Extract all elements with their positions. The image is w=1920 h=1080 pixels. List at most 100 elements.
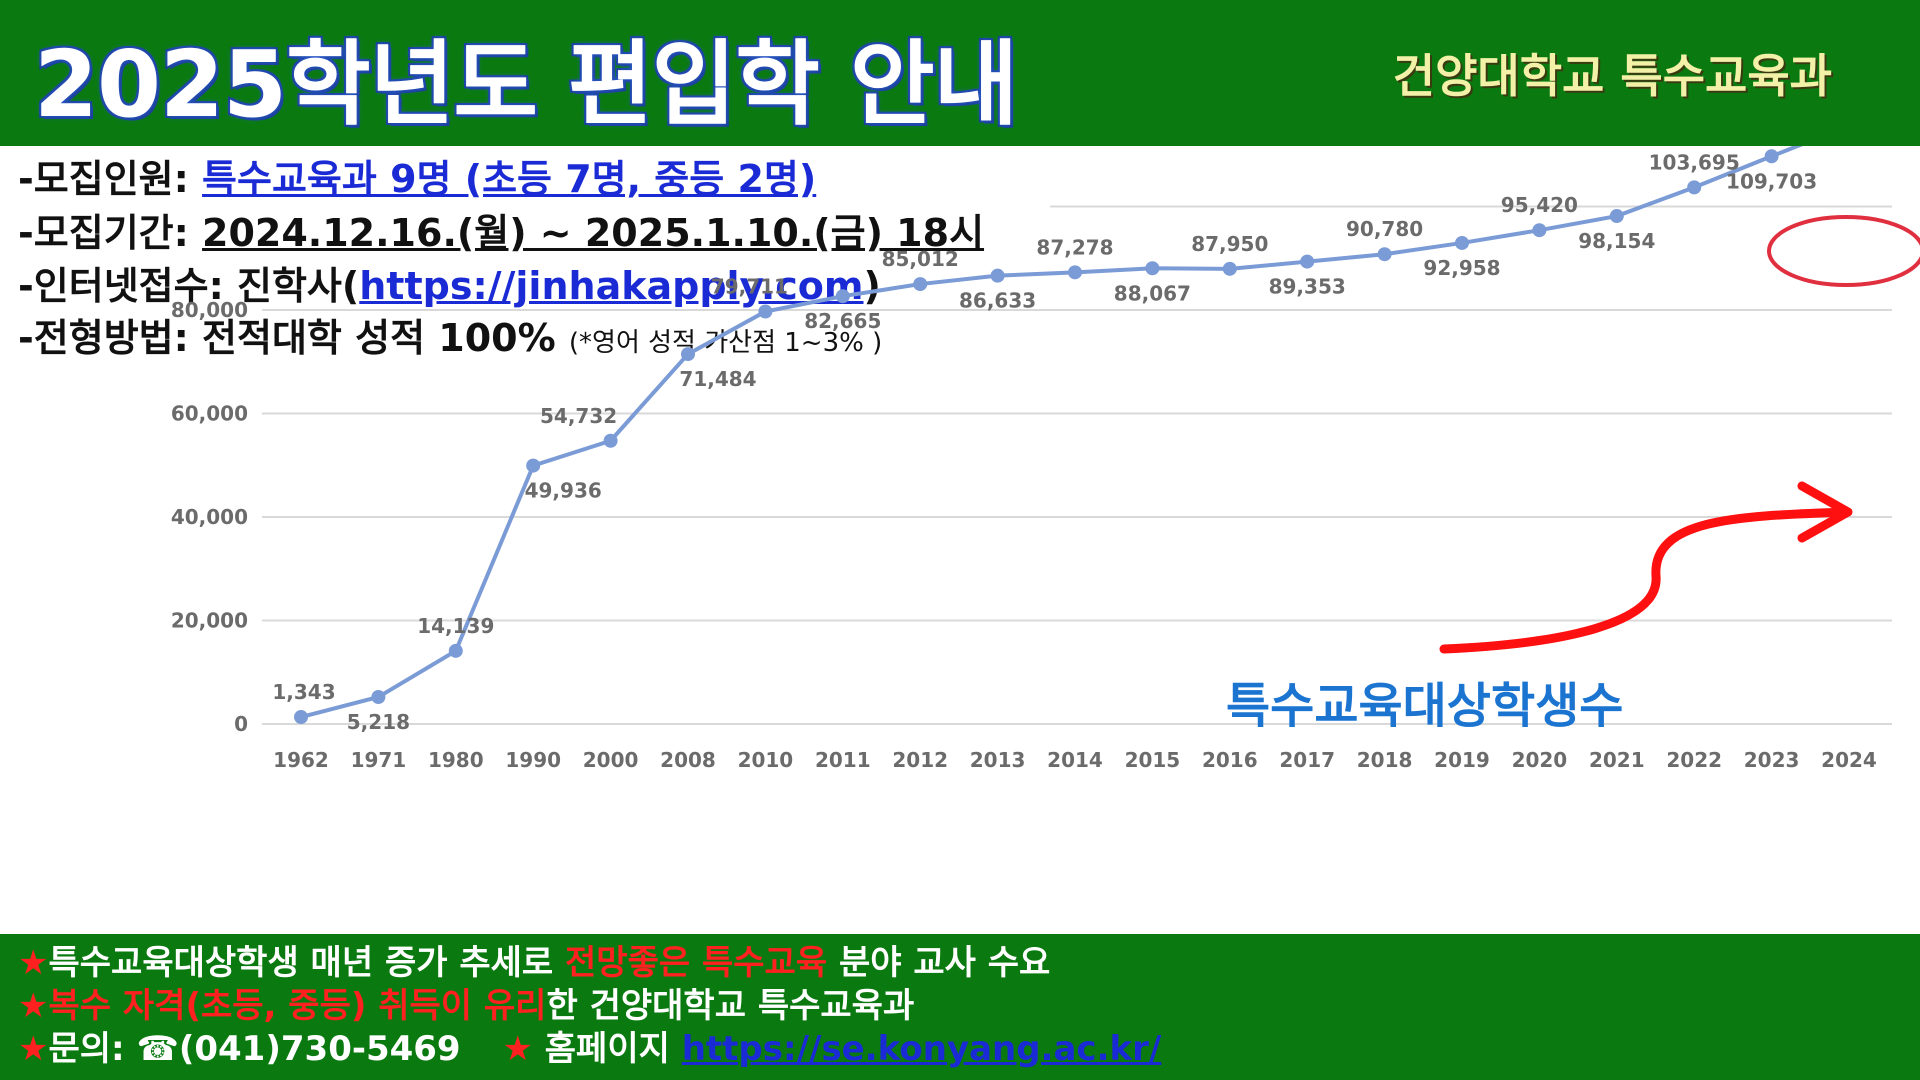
data-label: 98,154	[1578, 229, 1655, 253]
period-info: -모집기간: 2024.12.16.(월) ~ 2025.1.10.(금) 18…	[18, 214, 984, 252]
y-tick-label: 40,000	[171, 505, 248, 529]
internet-info: -인터넷접수: 진학사(https://jinhakapply.com)	[18, 267, 881, 305]
internet-label: -인터넷접수: 진학사(	[18, 264, 360, 308]
star-icon: ★	[18, 943, 49, 983]
homepage-label: 홈페이지	[532, 1029, 682, 1069]
data-label: 88,067	[1114, 281, 1191, 305]
method-info: -전형방법: 전적대학 성적 100% (*영어 성적 가산점 1~3% )	[18, 319, 882, 357]
recruit-label: -모집인원:	[18, 157, 189, 201]
data-label: 79,711	[711, 274, 788, 298]
x-tick-label: 2008	[660, 748, 716, 772]
x-tick-label: 2018	[1357, 748, 1413, 772]
x-tick-label: 2016	[1202, 748, 1258, 772]
period-value: 2024.12.16.(월) ~ 2025.1.10.(금) 18시	[202, 211, 985, 255]
chart-annotation: 특수교육대상학생수	[1226, 678, 1624, 734]
x-tick-label: 2020	[1512, 748, 1568, 772]
internet-close: )	[863, 264, 881, 308]
x-tick-label: 2024	[1821, 748, 1877, 772]
x-tick-label: 2021	[1589, 748, 1645, 772]
data-label: 54,732	[540, 404, 617, 428]
department-name: 건양대학교 특수교육과	[1392, 49, 1832, 103]
page-title: 2025학년도 편입학 안내	[32, 29, 1020, 140]
x-tick-label: 2013	[970, 748, 1026, 772]
data-label: 95,420	[1501, 193, 1578, 217]
x-tick-label: 2014	[1047, 748, 1103, 772]
y-tick-label: 80,000	[171, 298, 248, 322]
contact-phone: 문의: ☎(041)730-5469	[48, 1029, 461, 1069]
x-tick-label: 2011	[815, 748, 871, 772]
footer-line1-c: 분야 교사 수요	[827, 943, 1051, 983]
star-icon: ★	[502, 1029, 533, 1069]
data-label: 85,012	[882, 247, 959, 271]
data-point	[1377, 247, 1392, 262]
data-label: 82,665	[804, 309, 881, 333]
data-point	[448, 643, 463, 658]
data-label: 90,780	[1346, 217, 1423, 241]
header-banner: 2025학년도 편입학 안내 건양대학교 특수교육과	[0, 0, 1920, 146]
footer-line-1: ★특수교육대상학생 매년 증가 추세로 전망좋은 특수교육 분야 교사 수요	[18, 946, 1050, 980]
x-tick-label: 2000	[583, 748, 639, 772]
trend-arrowhead	[1797, 481, 1853, 543]
recruit-value: 특수교육과 9명 (초등 7명, 중등 2명)	[202, 157, 817, 201]
x-tick-label: 1971	[351, 748, 407, 772]
x-axis-ticks: 1962 1971 1980 1990 2000 2008 2010 2011 2012 2013…	[273, 748, 1877, 772]
footer-banner: ★특수교육대상학생 매년 증가 추세로 전망좋은 특수교육 분야 교사 수요 ★…	[0, 934, 1920, 1080]
period-label: -모집기간:	[18, 211, 189, 255]
data-point	[1687, 180, 1702, 195]
footer-line-3: ★문의: ☎(041)730-5469 ★ 홈페이지 https://se.ko…	[18, 1032, 1161, 1066]
data-point	[1609, 209, 1624, 224]
x-tick-label: 1990	[505, 748, 561, 772]
data-point	[990, 268, 1005, 283]
data-points	[294, 149, 1779, 725]
method-label: -전형방법: 전적대학 성적 100%	[18, 316, 556, 360]
data-point	[913, 277, 928, 292]
data-label: 103,695	[1649, 150, 1740, 174]
highlight-circle	[1767, 215, 1920, 287]
grid-lines	[262, 205, 1892, 725]
x-tick-label: 1980	[428, 748, 484, 772]
data-point	[835, 289, 850, 304]
data-label: 1,343	[272, 680, 335, 704]
internet-link[interactable]: https://jinhakapply.com	[359, 264, 864, 308]
x-tick-label: 2015	[1125, 748, 1181, 772]
footer-line-2: ★복수 자격(초등, 중등) 취득이 유리한 건양대학교 특수교육과	[18, 989, 914, 1023]
x-tick-label: 2012	[892, 748, 948, 772]
y-tick-label: 60,000	[171, 402, 248, 426]
trend-arrow	[1439, 507, 1851, 654]
data-label: 14,139	[417, 614, 494, 638]
data-label: 109,703	[1726, 169, 1817, 193]
data-point	[1222, 261, 1237, 276]
data-label: 89,353	[1269, 275, 1346, 299]
data-labels: 1,343 5,218 14,139 49,936 54,732 71,484 79,711…	[272, 150, 1817, 734]
data-label: 87,278	[1036, 235, 1113, 259]
data-label: 92,958	[1423, 256, 1500, 280]
data-label: 5,218	[347, 710, 410, 734]
homepage-link[interactable]: https://se.konyang.ac.kr/	[681, 1029, 1162, 1069]
recruit-info: -모집인원: 특수교육과 9명 (초등 7명, 중등 2명)	[18, 160, 816, 198]
footer-line1-b: 전망좋은 특수교육	[565, 943, 828, 983]
x-tick-label: 2019	[1434, 748, 1490, 772]
data-point	[681, 347, 695, 362]
data-label: 71,484	[679, 367, 756, 391]
footer-line2-b: 한 건양대학교 특수교육과	[546, 986, 915, 1026]
data-point	[371, 689, 386, 704]
data-point	[294, 710, 308, 725]
x-tick-label: 2023	[1744, 748, 1800, 772]
footer-line1-a: 특수교육대상학생 매년 증가 추세로	[48, 943, 566, 983]
data-point	[1455, 235, 1469, 250]
y-axis-ticks: 0 20,000 40,000 60,000 80,000	[171, 298, 248, 736]
data-label: 87,950	[1191, 232, 1268, 256]
data-point	[1068, 265, 1082, 280]
y-tick-label: 20,000	[171, 609, 248, 633]
data-point	[603, 433, 618, 448]
x-tick-label: 2022	[1666, 748, 1722, 772]
star-icon: ★	[18, 986, 49, 1026]
x-tick-label: 2017	[1279, 748, 1335, 772]
data-point	[1532, 223, 1547, 238]
data-point	[526, 458, 541, 473]
data-point	[1764, 149, 1779, 164]
star-icon: ★	[18, 1029, 49, 1069]
x-tick-label: 1962	[273, 748, 329, 772]
footer-line2-a: 복수 자격(초등, 중등) 취득이 유리	[48, 986, 547, 1026]
